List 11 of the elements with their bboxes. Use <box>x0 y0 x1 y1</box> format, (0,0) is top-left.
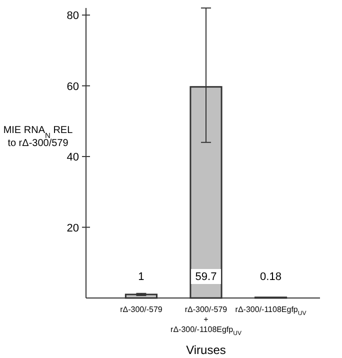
data-label: 0.18 <box>260 271 282 283</box>
data-label: 1 <box>138 271 144 283</box>
y-tick-label: 20 <box>66 222 79 234</box>
y-tick-label: 80 <box>66 10 79 22</box>
y-axis-title: MIE RNA$_{N}$ REL to rΔ-300/579 <box>3 124 74 149</box>
y-tick-label: 40 <box>66 152 79 164</box>
data-label: 59.7 <box>195 271 217 283</box>
x-tick-label: rΔ-300/-579 <box>120 305 163 314</box>
y-tick-label: 60 <box>66 80 79 93</box>
x-axis-title: Viruses <box>186 343 226 357</box>
x-tick-label: rΔ-300/-1108Egfp$_{UV}$ <box>235 305 306 317</box>
